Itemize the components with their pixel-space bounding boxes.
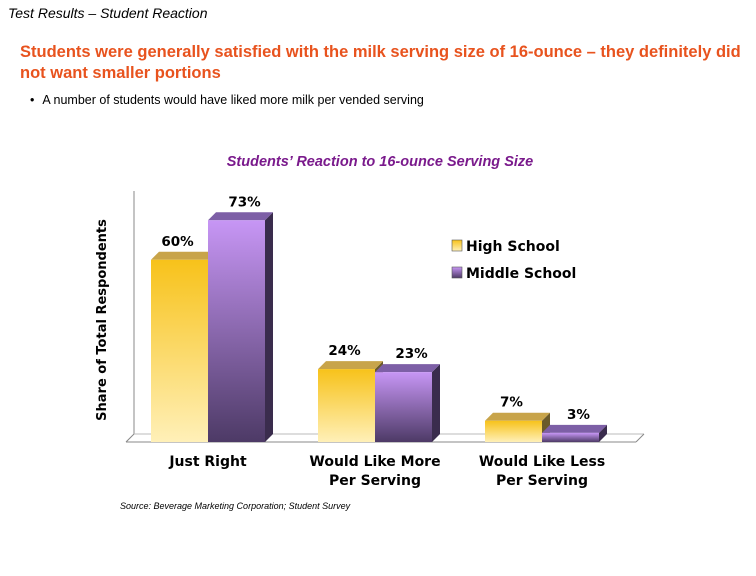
data-label: 24% [328, 343, 361, 359]
x-tick-label: Just Right [168, 454, 247, 470]
legend-swatch [451, 266, 463, 279]
floor-right-edge [635, 433, 645, 443]
bar-top-high-school [485, 412, 550, 421]
bar-middle-school [208, 220, 265, 442]
bar-high-school [318, 369, 375, 442]
y-axis-label: Share of Total Respondents [95, 219, 110, 421]
legend-swatch [451, 239, 463, 252]
floor-left-edge [125, 433, 135, 443]
plot-area: Share of Total Respondents 60% 73% Just Rig… [95, 191, 645, 489]
bar-top-middle-school [375, 364, 440, 373]
bar-side-middle-school [599, 424, 607, 442]
chart-title: Students’ Reaction to 16-ounce Serving S… [226, 154, 534, 170]
bar-side-middle-school [432, 364, 440, 442]
x-tick-label: Per Serving [496, 473, 588, 489]
bar-top-high-school [318, 361, 383, 370]
legend-label: Middle School [466, 266, 576, 282]
bar-high-school [151, 259, 208, 442]
data-label: 3% [567, 407, 590, 423]
bar-top-middle-school [208, 212, 273, 221]
data-label: 60% [161, 234, 194, 250]
bar-top-high-school [151, 251, 216, 260]
section-label: Test Results – Student Reaction [8, 5, 208, 21]
bar-middle-school [375, 372, 432, 442]
bar-middle-school [542, 432, 599, 442]
bar-side-middle-school [265, 212, 273, 442]
source-note: Source: Beverage Marketing Corporation; … [120, 501, 351, 511]
x-tick-label: Would Like Less [479, 454, 605, 470]
bar-top-middle-school [542, 424, 607, 433]
data-label: 73% [228, 194, 261, 210]
bullet-text: A number of students would have liked mo… [42, 93, 424, 107]
data-label: 7% [500, 395, 523, 411]
bullet-icon: • [30, 93, 35, 107]
legend-label: High School [466, 239, 560, 255]
data-label: 23% [395, 346, 428, 362]
x-tick-label: Per Serving [329, 473, 421, 489]
headline: Students were generally satisfied with t… [20, 43, 741, 82]
bar-high-school [485, 420, 542, 442]
bullet-point: • A number of students would have liked m… [30, 93, 424, 107]
x-tick-label: Would Like More [309, 454, 440, 470]
